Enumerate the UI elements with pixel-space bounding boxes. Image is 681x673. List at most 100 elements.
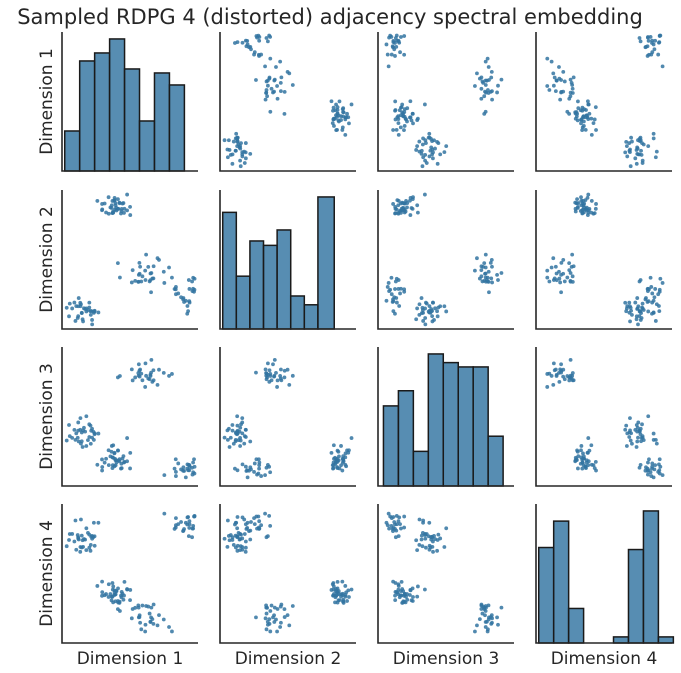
scatter-point [233, 466, 237, 471]
scatter-point [638, 426, 643, 431]
scatter-point [638, 39, 643, 44]
scatter-point [225, 544, 230, 549]
axis-spine [377, 190, 514, 330]
scatter-point [340, 460, 345, 465]
scatter-point [176, 291, 181, 296]
scatter-point [415, 144, 420, 149]
scatter-point [278, 59, 283, 64]
scatter-point [637, 137, 642, 141]
y-axis-label: Dimension 4 [37, 520, 57, 627]
scatter-point [238, 158, 242, 163]
hist-bar [552, 520, 570, 644]
scatter-point [106, 448, 111, 453]
scatter-point [187, 299, 192, 304]
scatter-point [424, 161, 429, 165]
scatter-point [91, 520, 96, 525]
scatter-point [336, 598, 341, 603]
scatter-point [186, 278, 191, 282]
scatter-point [100, 579, 105, 584]
hist-bar [397, 390, 415, 487]
scatter-point [386, 64, 391, 69]
scatter-point [408, 99, 413, 104]
scatter-point [557, 379, 562, 384]
scatter-point [187, 468, 192, 473]
scatter-point [263, 616, 268, 621]
scatter-point [112, 198, 117, 202]
scatter-point [415, 203, 420, 208]
scatter-point [254, 78, 258, 82]
scatter-point [129, 280, 134, 285]
scatter-point [634, 161, 639, 166]
scatter-point [483, 625, 488, 629]
scatter-point [84, 414, 89, 419]
scatter-point [151, 602, 156, 607]
scatter-point [230, 423, 235, 427]
scatter-point [181, 297, 185, 302]
scatter-point [110, 581, 115, 585]
scatter-point [387, 526, 391, 531]
scatter-point [589, 199, 594, 203]
scatter-point [640, 161, 645, 165]
scatter-point [225, 428, 230, 433]
scatter-point [272, 605, 277, 610]
scatter-point [393, 287, 397, 291]
scatter-point [580, 125, 585, 130]
scatter-point [656, 292, 661, 297]
axis-spine [535, 32, 672, 172]
scatter-point [226, 534, 231, 538]
scatter-point [495, 90, 499, 95]
hist-bar [642, 510, 660, 644]
scatter-point [653, 38, 658, 43]
scatter-point [116, 197, 120, 202]
scatter-point [435, 548, 439, 553]
scatter-point [547, 88, 552, 92]
scatter-point [263, 97, 268, 102]
scatter-point [100, 468, 105, 473]
scatter-point [173, 287, 178, 292]
scatter-point [651, 131, 656, 136]
scatter-point [479, 86, 484, 91]
scatter-point [593, 105, 598, 110]
pairplot-grid [61, 32, 675, 644]
panel-2-1 [61, 190, 198, 330]
scatter-point [263, 64, 267, 69]
scatter-point [421, 319, 426, 323]
scatter-point [571, 264, 576, 269]
scatter-point [275, 385, 279, 389]
scatter-point [179, 520, 183, 524]
y-axis-label: Dimension 1 [37, 48, 57, 155]
scatter-point [67, 538, 71, 542]
scatter-point [341, 599, 345, 604]
scatter-point [275, 378, 280, 383]
scatter-point [496, 278, 500, 282]
x-axis-label: Dimension 2 [235, 649, 342, 669]
scatter-point [579, 195, 583, 200]
scatter-point [483, 609, 488, 613]
scatter-point [149, 357, 154, 362]
scatter-point [238, 544, 243, 549]
scatter-point [637, 36, 642, 40]
scatter-point [409, 598, 414, 603]
scatter-point [257, 519, 262, 524]
scatter-point [114, 589, 119, 594]
scatter-point [143, 622, 148, 627]
scatter-point [396, 121, 401, 126]
scatter-point [551, 278, 556, 282]
scatter-point [183, 475, 188, 480]
scatter-point [243, 141, 248, 145]
scatter-point [335, 105, 340, 110]
scatter-point [430, 147, 435, 152]
scatter-point [653, 463, 658, 468]
scatter-point [268, 609, 273, 613]
scatter-point [405, 106, 410, 111]
scatter-point [279, 378, 284, 383]
scatter-point [225, 147, 230, 152]
scatter-point [75, 316, 80, 320]
scatter-point [488, 89, 493, 94]
scatter-point [423, 536, 428, 541]
scatter-point [475, 623, 479, 628]
axis-spine [61, 504, 198, 644]
axis-spine [377, 504, 514, 644]
scatter-point [170, 372, 174, 376]
scatter-point [190, 526, 195, 531]
